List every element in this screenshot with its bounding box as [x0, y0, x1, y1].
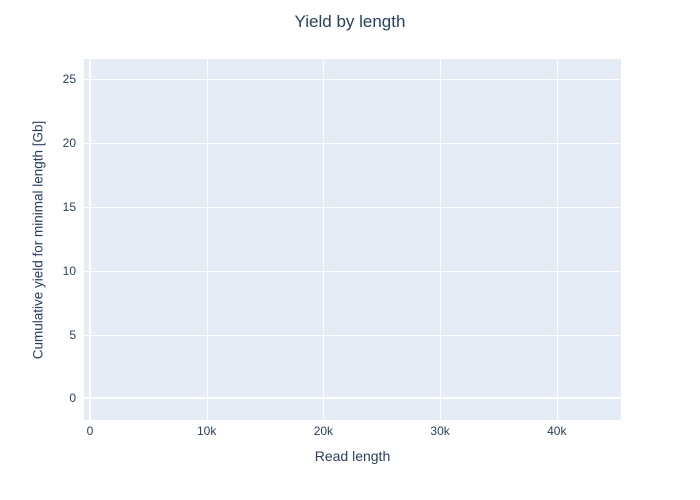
x-tick-label: 40k	[547, 424, 567, 438]
y-tick-label: 20	[62, 136, 76, 151]
x-gridline	[206, 59, 208, 420]
x-zeroline	[88, 59, 91, 420]
y-tick-label: 25	[62, 72, 76, 87]
y-gridline	[84, 270, 621, 272]
y-tick-label: 5	[69, 327, 76, 342]
plot-area[interactable]	[84, 59, 621, 420]
y-gridline	[84, 334, 621, 336]
x-axis-title: Read length	[314, 448, 391, 464]
y-gridline	[84, 79, 621, 81]
y-tick-label: 10	[62, 263, 76, 278]
x-gridline	[440, 59, 442, 420]
x-tick-label: 20k	[313, 424, 334, 438]
x-tick-labels: 0 10k 20k 30k 40k	[84, 424, 621, 439]
x-tick-label: 10k	[197, 424, 217, 438]
x-gridline	[556, 59, 558, 420]
chart-title: Yield by length	[294, 12, 406, 31]
y-gridline	[84, 143, 621, 145]
y-zeroline	[84, 397, 621, 400]
x-tick-label: 30k	[430, 424, 450, 438]
x-tick-label: 0	[86, 424, 94, 438]
y-tick-labels: 0 5 10 15 20 25	[0, 59, 76, 420]
x-gridline	[323, 59, 325, 420]
y-tick-label: 15	[62, 199, 76, 214]
y-gridline	[84, 206, 621, 208]
y-tick-label: 0	[69, 391, 76, 406]
